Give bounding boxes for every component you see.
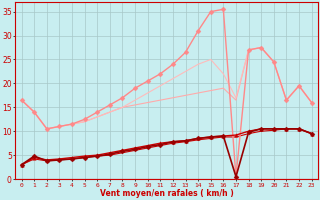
X-axis label: Vent moyen/en rafales ( km/h ): Vent moyen/en rafales ( km/h ) [100, 189, 234, 198]
